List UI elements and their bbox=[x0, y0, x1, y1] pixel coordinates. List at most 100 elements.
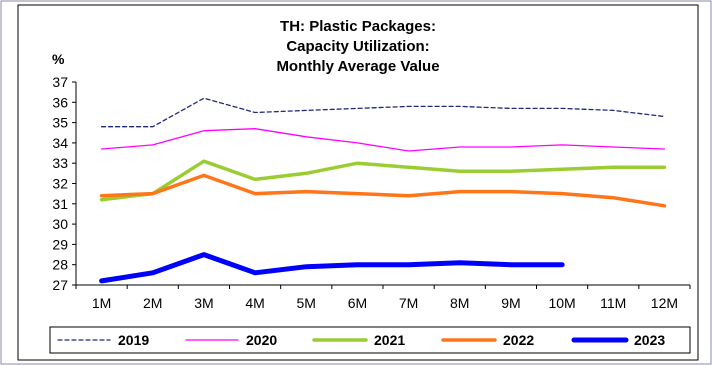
data-point-2020-1M bbox=[101, 148, 102, 149]
y-tick-label: 31 bbox=[52, 196, 68, 212]
x-tick-label: 5M bbox=[297, 295, 316, 311]
data-point-2021-5M bbox=[306, 173, 307, 174]
series-line-2020 bbox=[100, 128, 666, 152]
data-point-2019-2M bbox=[152, 126, 153, 127]
title-line-2: Capacity Utilization: bbox=[286, 38, 429, 55]
y-tick-label: 36 bbox=[52, 94, 68, 110]
data-point-2019-7M bbox=[408, 106, 409, 107]
legend-label-2019: 2019 bbox=[118, 332, 149, 348]
data-point-2023-3M bbox=[203, 254, 204, 255]
data-point-2019-10M bbox=[561, 108, 562, 109]
data-point-2019-12M bbox=[664, 116, 665, 117]
chart-title: TH: Plastic Packages: Capacity Utilizati… bbox=[276, 18, 439, 75]
data-point-2020-10M bbox=[561, 144, 562, 145]
data-point-2022-6M bbox=[357, 193, 358, 194]
data-point-2023-6M bbox=[357, 264, 358, 265]
legend: 2019 2020 2021 2022 2023 bbox=[57, 332, 665, 348]
data-point-2023-9M bbox=[510, 264, 511, 265]
data-point-2020-4M bbox=[254, 128, 255, 129]
data-point-2019-9M bbox=[510, 108, 511, 109]
data-point-2021-11M bbox=[613, 167, 614, 168]
data-point-2021-10M bbox=[561, 169, 562, 170]
series-line-2019 bbox=[100, 97, 666, 128]
x-tick-label: 8M bbox=[450, 295, 469, 311]
y-tick-label: 33 bbox=[52, 155, 68, 171]
x-tick-label: 6M bbox=[348, 295, 367, 311]
legend-label-2021: 2021 bbox=[374, 332, 405, 348]
x-tick-label: 9M bbox=[501, 295, 520, 311]
y-axis-ticks: 37 36 35 34 33 32 31 30 29 28 27 bbox=[52, 74, 76, 293]
x-tick-label: 1M bbox=[92, 295, 111, 311]
data-point-2019-5M bbox=[306, 110, 307, 111]
title-line-3: Monthly Average Value bbox=[276, 58, 439, 75]
y-tick-label: 35 bbox=[52, 115, 68, 131]
y-tick-label: 28 bbox=[52, 257, 68, 273]
data-point-2022-5M bbox=[306, 191, 307, 192]
data-point-2022-12M bbox=[664, 205, 665, 206]
data-point-2023-1M bbox=[101, 280, 102, 281]
data-point-2019-1M bbox=[101, 126, 102, 127]
data-point-2022-2M bbox=[152, 193, 153, 194]
y-tick-label: 30 bbox=[52, 216, 68, 232]
y-tick-label: 29 bbox=[52, 236, 68, 252]
x-tick-label: 4M bbox=[245, 295, 264, 311]
data-point-2020-2M bbox=[152, 144, 153, 145]
series-line-2021 bbox=[99, 159, 667, 202]
y-tick-label: 34 bbox=[52, 135, 68, 151]
data-point-2020-9M bbox=[510, 146, 511, 147]
data-point-2023-5M bbox=[306, 266, 307, 267]
y-tick-label: 37 bbox=[52, 74, 68, 90]
data-point-2020-8M bbox=[459, 146, 460, 147]
y-tick-label: 32 bbox=[52, 176, 68, 192]
x-tick-label: 10M bbox=[548, 295, 575, 311]
data-point-2023-4M bbox=[254, 272, 255, 273]
data-point-2020-11M bbox=[613, 146, 614, 147]
data-point-2021-7M bbox=[408, 167, 409, 168]
data-point-2021-6M bbox=[357, 163, 358, 164]
x-tick-label: 2M bbox=[143, 295, 162, 311]
series-lines bbox=[99, 97, 667, 284]
data-point-2023-7M bbox=[408, 264, 409, 265]
legend-label-2020: 2020 bbox=[246, 332, 277, 348]
data-point-2022-3M bbox=[203, 175, 204, 176]
data-point-2022-9M bbox=[510, 191, 511, 192]
x-tick-label: 11M bbox=[600, 295, 626, 311]
data-point-2020-12M bbox=[664, 148, 665, 149]
data-point-2020-7M bbox=[408, 150, 409, 151]
data-point-2021-8M bbox=[459, 171, 460, 172]
data-point-2022-7M bbox=[408, 195, 409, 196]
y-axis-unit-label: % bbox=[52, 51, 65, 67]
title-line-1: TH: Plastic Packages: bbox=[280, 18, 436, 35]
x-tick-label: 3M bbox=[194, 295, 213, 311]
data-point-2019-11M bbox=[613, 110, 614, 111]
data-point-2021-12M bbox=[664, 167, 665, 168]
data-point-2022-1M bbox=[101, 195, 102, 196]
chart-area-border bbox=[17, 4, 699, 361]
data-point-2019-6M bbox=[357, 108, 358, 109]
data-point-2023-2M bbox=[152, 272, 153, 273]
y-tick-label: 27 bbox=[52, 277, 68, 293]
x-axis-ticks: 1M 2M 3M 4M 5M 6M 7M 8M 9M 10M 11M 12M bbox=[75, 285, 691, 311]
legend-label-2022: 2022 bbox=[503, 332, 534, 348]
series-line-2022 bbox=[99, 173, 667, 208]
data-point-2019-8M bbox=[459, 106, 460, 107]
data-point-2023-10M bbox=[561, 264, 562, 265]
data-point-2020-5M bbox=[306, 136, 307, 137]
x-tick-label: 7M bbox=[399, 295, 418, 311]
data-point-2021-1M bbox=[101, 199, 102, 200]
data-point-2019-3M bbox=[203, 98, 204, 99]
data-point-2022-8M bbox=[459, 191, 460, 192]
legend-label-2023: 2023 bbox=[634, 332, 665, 348]
data-point-2019-4M bbox=[254, 112, 255, 113]
data-point-2021-3M bbox=[203, 161, 204, 162]
data-point-2021-4M bbox=[254, 179, 255, 180]
x-tick-label: 12M bbox=[651, 295, 678, 311]
data-point-2022-11M bbox=[613, 197, 614, 198]
series-line-2023 bbox=[99, 252, 565, 284]
data-point-2023-8M bbox=[459, 262, 460, 263]
data-point-2020-6M bbox=[357, 142, 358, 143]
data-point-2020-3M bbox=[203, 130, 204, 131]
data-point-2022-10M bbox=[561, 193, 562, 194]
data-point-2021-9M bbox=[510, 171, 511, 172]
